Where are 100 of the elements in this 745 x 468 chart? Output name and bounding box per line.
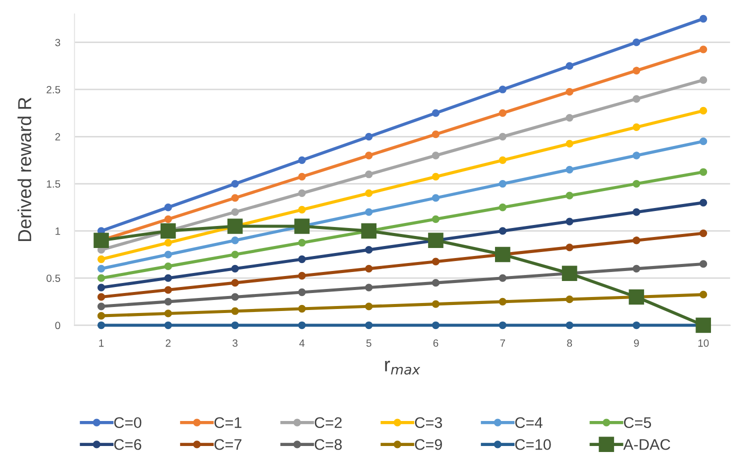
point <box>700 168 708 176</box>
point <box>97 302 106 310</box>
point <box>164 298 172 306</box>
y-tick-label: 1.5 <box>46 180 60 188</box>
point <box>97 284 106 292</box>
point <box>231 307 239 315</box>
point <box>298 156 306 164</box>
point <box>498 321 506 330</box>
point <box>566 114 574 122</box>
y-tick-label: 2.5 <box>46 86 60 94</box>
point <box>432 215 440 223</box>
legend-label: C=3 <box>415 417 442 428</box>
point <box>700 198 708 206</box>
point <box>231 236 239 244</box>
legend-label: C=2 <box>314 417 342 428</box>
point <box>700 260 708 268</box>
point <box>498 180 506 188</box>
legend-label: C=1 <box>214 417 242 428</box>
point <box>231 208 239 216</box>
point <box>97 293 106 301</box>
point <box>365 170 373 178</box>
point <box>164 310 172 318</box>
legend-label: C=5 <box>624 417 652 428</box>
point <box>298 272 306 280</box>
point <box>298 304 306 313</box>
x-tick-label: 6 <box>433 339 438 347</box>
point <box>365 246 373 254</box>
point <box>632 95 640 103</box>
point <box>227 218 243 234</box>
x-tick-label: 7 <box>500 340 506 347</box>
point <box>298 321 306 330</box>
point <box>365 189 373 198</box>
x-tick-label: 5 <box>366 340 372 347</box>
point <box>365 132 373 140</box>
point <box>298 255 306 264</box>
point <box>97 255 106 264</box>
point <box>432 300 440 308</box>
point <box>700 76 708 84</box>
point <box>632 180 640 188</box>
point <box>164 204 172 212</box>
point <box>231 279 239 287</box>
point <box>498 227 506 235</box>
point <box>566 244 574 252</box>
point <box>231 264 239 272</box>
point <box>97 274 106 282</box>
point <box>94 232 109 248</box>
point <box>498 204 506 212</box>
point <box>97 321 106 330</box>
point <box>632 152 640 160</box>
point <box>160 223 176 239</box>
point <box>432 321 440 330</box>
point <box>432 109 440 117</box>
x-tick-label: 1 <box>99 340 104 347</box>
point <box>164 238 172 247</box>
point <box>164 321 172 330</box>
point <box>298 238 306 247</box>
legend-label: C=0 <box>114 417 142 428</box>
x-tick-label: 8 <box>567 339 572 347</box>
y-tick-label: 1 <box>56 228 60 235</box>
point <box>566 166 574 174</box>
point <box>632 123 640 132</box>
x-tick-label: 9 <box>634 339 639 347</box>
point <box>566 321 574 330</box>
point <box>428 232 444 248</box>
point <box>97 264 106 272</box>
point <box>365 264 373 272</box>
legend-label: C=7 <box>214 439 242 450</box>
legend-label: A-DAC <box>623 439 670 450</box>
x-tick-label: 4 <box>299 340 305 347</box>
point <box>498 274 506 282</box>
point <box>432 194 440 202</box>
point <box>365 152 373 160</box>
point <box>298 206 306 214</box>
x-tick-label: 2 <box>166 339 171 347</box>
x-axis-title: r$_{max}$ <box>385 360 420 375</box>
point <box>700 46 708 54</box>
y-tick-label: 2 <box>55 133 60 140</box>
point <box>566 218 574 226</box>
legend-label: C=10 <box>515 439 551 450</box>
point <box>365 321 373 330</box>
point <box>632 66 640 74</box>
point <box>298 189 306 198</box>
point <box>632 236 640 244</box>
x-tick-label: 3 <box>232 339 238 347</box>
point <box>164 215 172 223</box>
point <box>566 192 574 200</box>
point <box>164 274 172 282</box>
point <box>498 298 506 306</box>
point <box>566 62 574 70</box>
point <box>365 208 373 216</box>
point <box>700 290 708 298</box>
point <box>628 289 644 305</box>
point <box>231 194 239 202</box>
point <box>298 288 306 296</box>
point <box>566 296 574 304</box>
point <box>365 284 373 292</box>
y-tick-label: 0 <box>55 322 60 330</box>
point <box>498 132 506 140</box>
point <box>632 264 640 272</box>
point <box>361 223 376 239</box>
